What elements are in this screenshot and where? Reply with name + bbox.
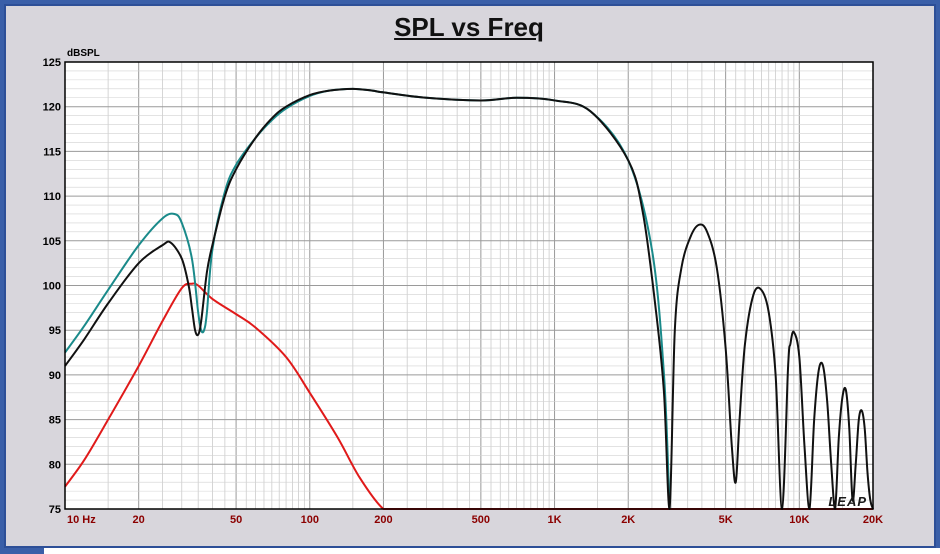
x-tick-label: 50 (230, 514, 242, 526)
y-tick-label: 125 (43, 57, 61, 69)
watermark-label: LEAP (828, 494, 867, 509)
y-tick-label: 115 (43, 146, 61, 158)
plot-border (64, 61, 874, 510)
y-tick-label: 75 (49, 504, 61, 516)
y-tick-label: 120 (43, 102, 61, 114)
y-axis-ticks: 75 80 85 90 95 100 105 110 115 120 125 (43, 57, 61, 516)
bottom-strip (44, 548, 940, 554)
y-tick-label: 85 (49, 415, 61, 427)
x-tick-label: 2K (621, 514, 635, 526)
x-tick-label: 500 (472, 514, 490, 526)
x-tick-label: 5K (719, 514, 733, 526)
x-tick-label: 1K (548, 514, 562, 526)
y-tick-label: 100 (43, 281, 61, 293)
y-tick-label: 95 (49, 325, 61, 337)
y-tick-label: 80 (49, 459, 61, 471)
y-tick-label: 90 (49, 370, 61, 382)
x-tick-label: 100 (301, 514, 319, 526)
series-line-2 (64, 87, 874, 510)
x-tick-label: 10K (789, 514, 809, 526)
x-tick-label: 200 (374, 514, 392, 526)
y-axis-label: dBSPL (67, 48, 100, 59)
y-tick-label: 105 (43, 236, 61, 248)
chart-title: SPL vs Freq (394, 12, 544, 42)
y-tick-label: 110 (43, 191, 61, 203)
x-tick-label: 10 Hz (67, 514, 96, 526)
x-tick-label: 20K (863, 514, 883, 526)
x-tick-label: 20 (133, 514, 145, 526)
x-axis-ticks: 10 Hz 20 50 100 200 500 1K 2K 5K 10K 20K (67, 514, 883, 526)
